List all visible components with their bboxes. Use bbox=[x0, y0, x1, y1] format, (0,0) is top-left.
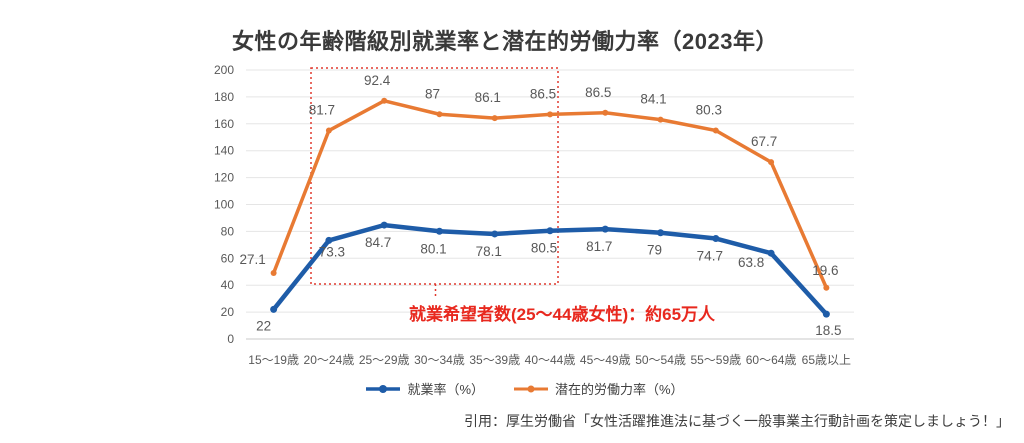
data-point bbox=[601, 225, 609, 233]
employment-rate-line-marker-icon bbox=[366, 384, 401, 393]
data-label: 81.7 bbox=[586, 239, 612, 254]
legend-item-employment-rate: 就業率（%） bbox=[366, 379, 484, 398]
data-point bbox=[436, 111, 443, 118]
data-point bbox=[657, 116, 664, 123]
data-point bbox=[435, 227, 443, 235]
data-label: 81.7 bbox=[309, 103, 335, 118]
citation-text: 引用：厚生労働省「女性活躍推進法に基づく一般事業主行動計画を策定しましょう！」 bbox=[464, 413, 1010, 429]
x-axis-label: 60〜64歳 bbox=[746, 353, 797, 367]
y-tick-label: 120 bbox=[214, 171, 234, 185]
x-axis-label: 50〜54歳 bbox=[635, 353, 686, 367]
data-label: 78.1 bbox=[476, 244, 502, 259]
data-label: 18.5 bbox=[815, 323, 841, 338]
data-point bbox=[823, 284, 830, 291]
data-point bbox=[325, 236, 333, 244]
data-label: 22 bbox=[256, 318, 271, 333]
data-point bbox=[325, 127, 332, 134]
x-axis-label: 45〜49歳 bbox=[580, 353, 631, 367]
data-point bbox=[768, 159, 775, 166]
data-label: 73.3 bbox=[319, 244, 345, 259]
data-label: 84.1 bbox=[640, 92, 666, 107]
data-label: 79 bbox=[647, 243, 662, 258]
y-tick-label: 80 bbox=[221, 224, 235, 238]
y-tick-label: 100 bbox=[214, 198, 234, 212]
x-axis-label: 65歳以上 bbox=[802, 353, 851, 367]
data-label: 86.5 bbox=[530, 86, 556, 101]
y-tick-label: 180 bbox=[214, 90, 234, 104]
data-point bbox=[270, 269, 277, 276]
legend-item-potential-labor-rate: 潜在的労働力率（%） bbox=[514, 379, 684, 398]
data-label: 84.7 bbox=[365, 235, 391, 250]
data-label: 27.1 bbox=[239, 252, 265, 267]
data-point bbox=[767, 249, 775, 257]
data-label: 19.6 bbox=[812, 263, 838, 278]
data-point bbox=[270, 305, 278, 313]
data-point bbox=[381, 97, 388, 104]
data-point bbox=[822, 310, 830, 318]
y-tick-label: 20 bbox=[221, 305, 235, 319]
data-label: 80.5 bbox=[531, 241, 557, 256]
data-label: 80.3 bbox=[696, 103, 722, 118]
data-label: 86.5 bbox=[585, 85, 611, 100]
data-point bbox=[547, 111, 553, 118]
data-label: 74.7 bbox=[697, 249, 723, 264]
x-axis-label: 30〜34歳 bbox=[414, 353, 465, 367]
x-axis-label: 15〜19歳 bbox=[248, 353, 299, 367]
annotation-text: 就業希望者数(25〜44歳女性)：約65万人 bbox=[408, 305, 716, 324]
data-label: 86.1 bbox=[475, 90, 501, 105]
annotation-dashed-box bbox=[310, 67, 559, 285]
x-axis-label: 40〜44歳 bbox=[525, 353, 576, 367]
legend-label-employment-rate: 就業率（%） bbox=[407, 382, 484, 397]
legend: 就業率（%） 潜在的労働力率（%） bbox=[13, 379, 1024, 398]
data-label: 80.1 bbox=[420, 241, 446, 256]
data-point bbox=[491, 115, 498, 122]
x-axis-label: 20〜24歳 bbox=[304, 353, 355, 367]
data-label: 87 bbox=[425, 86, 440, 101]
data-label: 63.8 bbox=[738, 255, 764, 270]
y-tick-label: 200 bbox=[214, 63, 234, 77]
legend-label-potential-labor-rate: 潜在的労働力率（%） bbox=[555, 382, 684, 397]
y-tick-label: 60 bbox=[221, 251, 235, 265]
chart-title: 女性の年齢階級別就業率と潜在的労働力率（2023年） bbox=[232, 29, 778, 54]
potential-labor-rate-line-marker-icon bbox=[514, 385, 548, 392]
data-point bbox=[602, 109, 609, 116]
data-point bbox=[657, 229, 665, 237]
data-point bbox=[712, 235, 720, 243]
data-point bbox=[380, 221, 388, 229]
x-axis-label: 25〜29歳 bbox=[359, 353, 410, 367]
data-point bbox=[491, 230, 499, 238]
x-axis-label: 35〜39歳 bbox=[469, 353, 520, 367]
y-tick-label: 160 bbox=[214, 117, 234, 131]
data-point bbox=[712, 127, 719, 134]
data-label: 92.4 bbox=[364, 73, 391, 88]
data-label: 67.7 bbox=[751, 134, 777, 149]
y-tick-label: 0 bbox=[227, 332, 234, 346]
y-tick-label: 40 bbox=[221, 278, 235, 292]
data-point bbox=[546, 227, 554, 235]
y-tick-label: 140 bbox=[214, 144, 234, 158]
x-axis-label: 55〜59歳 bbox=[690, 353, 741, 367]
